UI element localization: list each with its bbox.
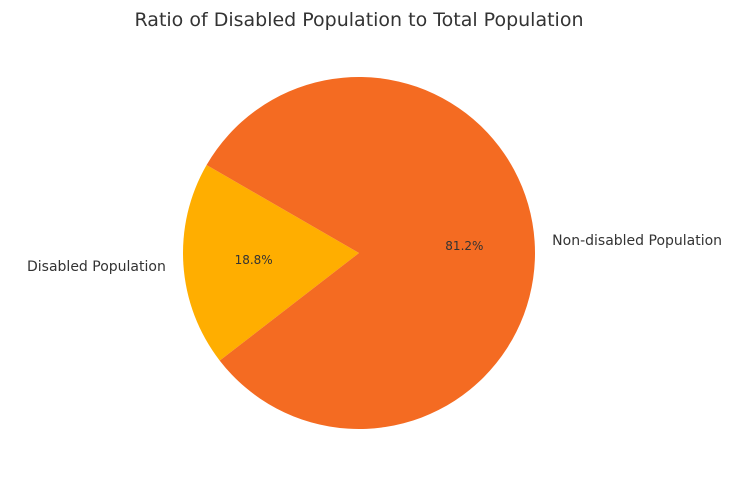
pie-pct-label: 81.2%	[445, 239, 483, 253]
chart-title: Ratio of Disabled Population to Total Po…	[135, 9, 584, 31]
pie-category-label: Non-disabled Population	[552, 233, 722, 249]
pie-pct-label: 18.8%	[235, 253, 273, 267]
pie-slice-disabled-population	[182, 165, 359, 361]
pie-labels: 18.8% Disabled Population 81.2% Non-disable…	[27, 233, 722, 275]
pie-slice-non-disabled-population	[206, 77, 535, 429]
pie-category-label: Disabled Population	[27, 259, 166, 275]
pie-slices	[182, 77, 535, 429]
